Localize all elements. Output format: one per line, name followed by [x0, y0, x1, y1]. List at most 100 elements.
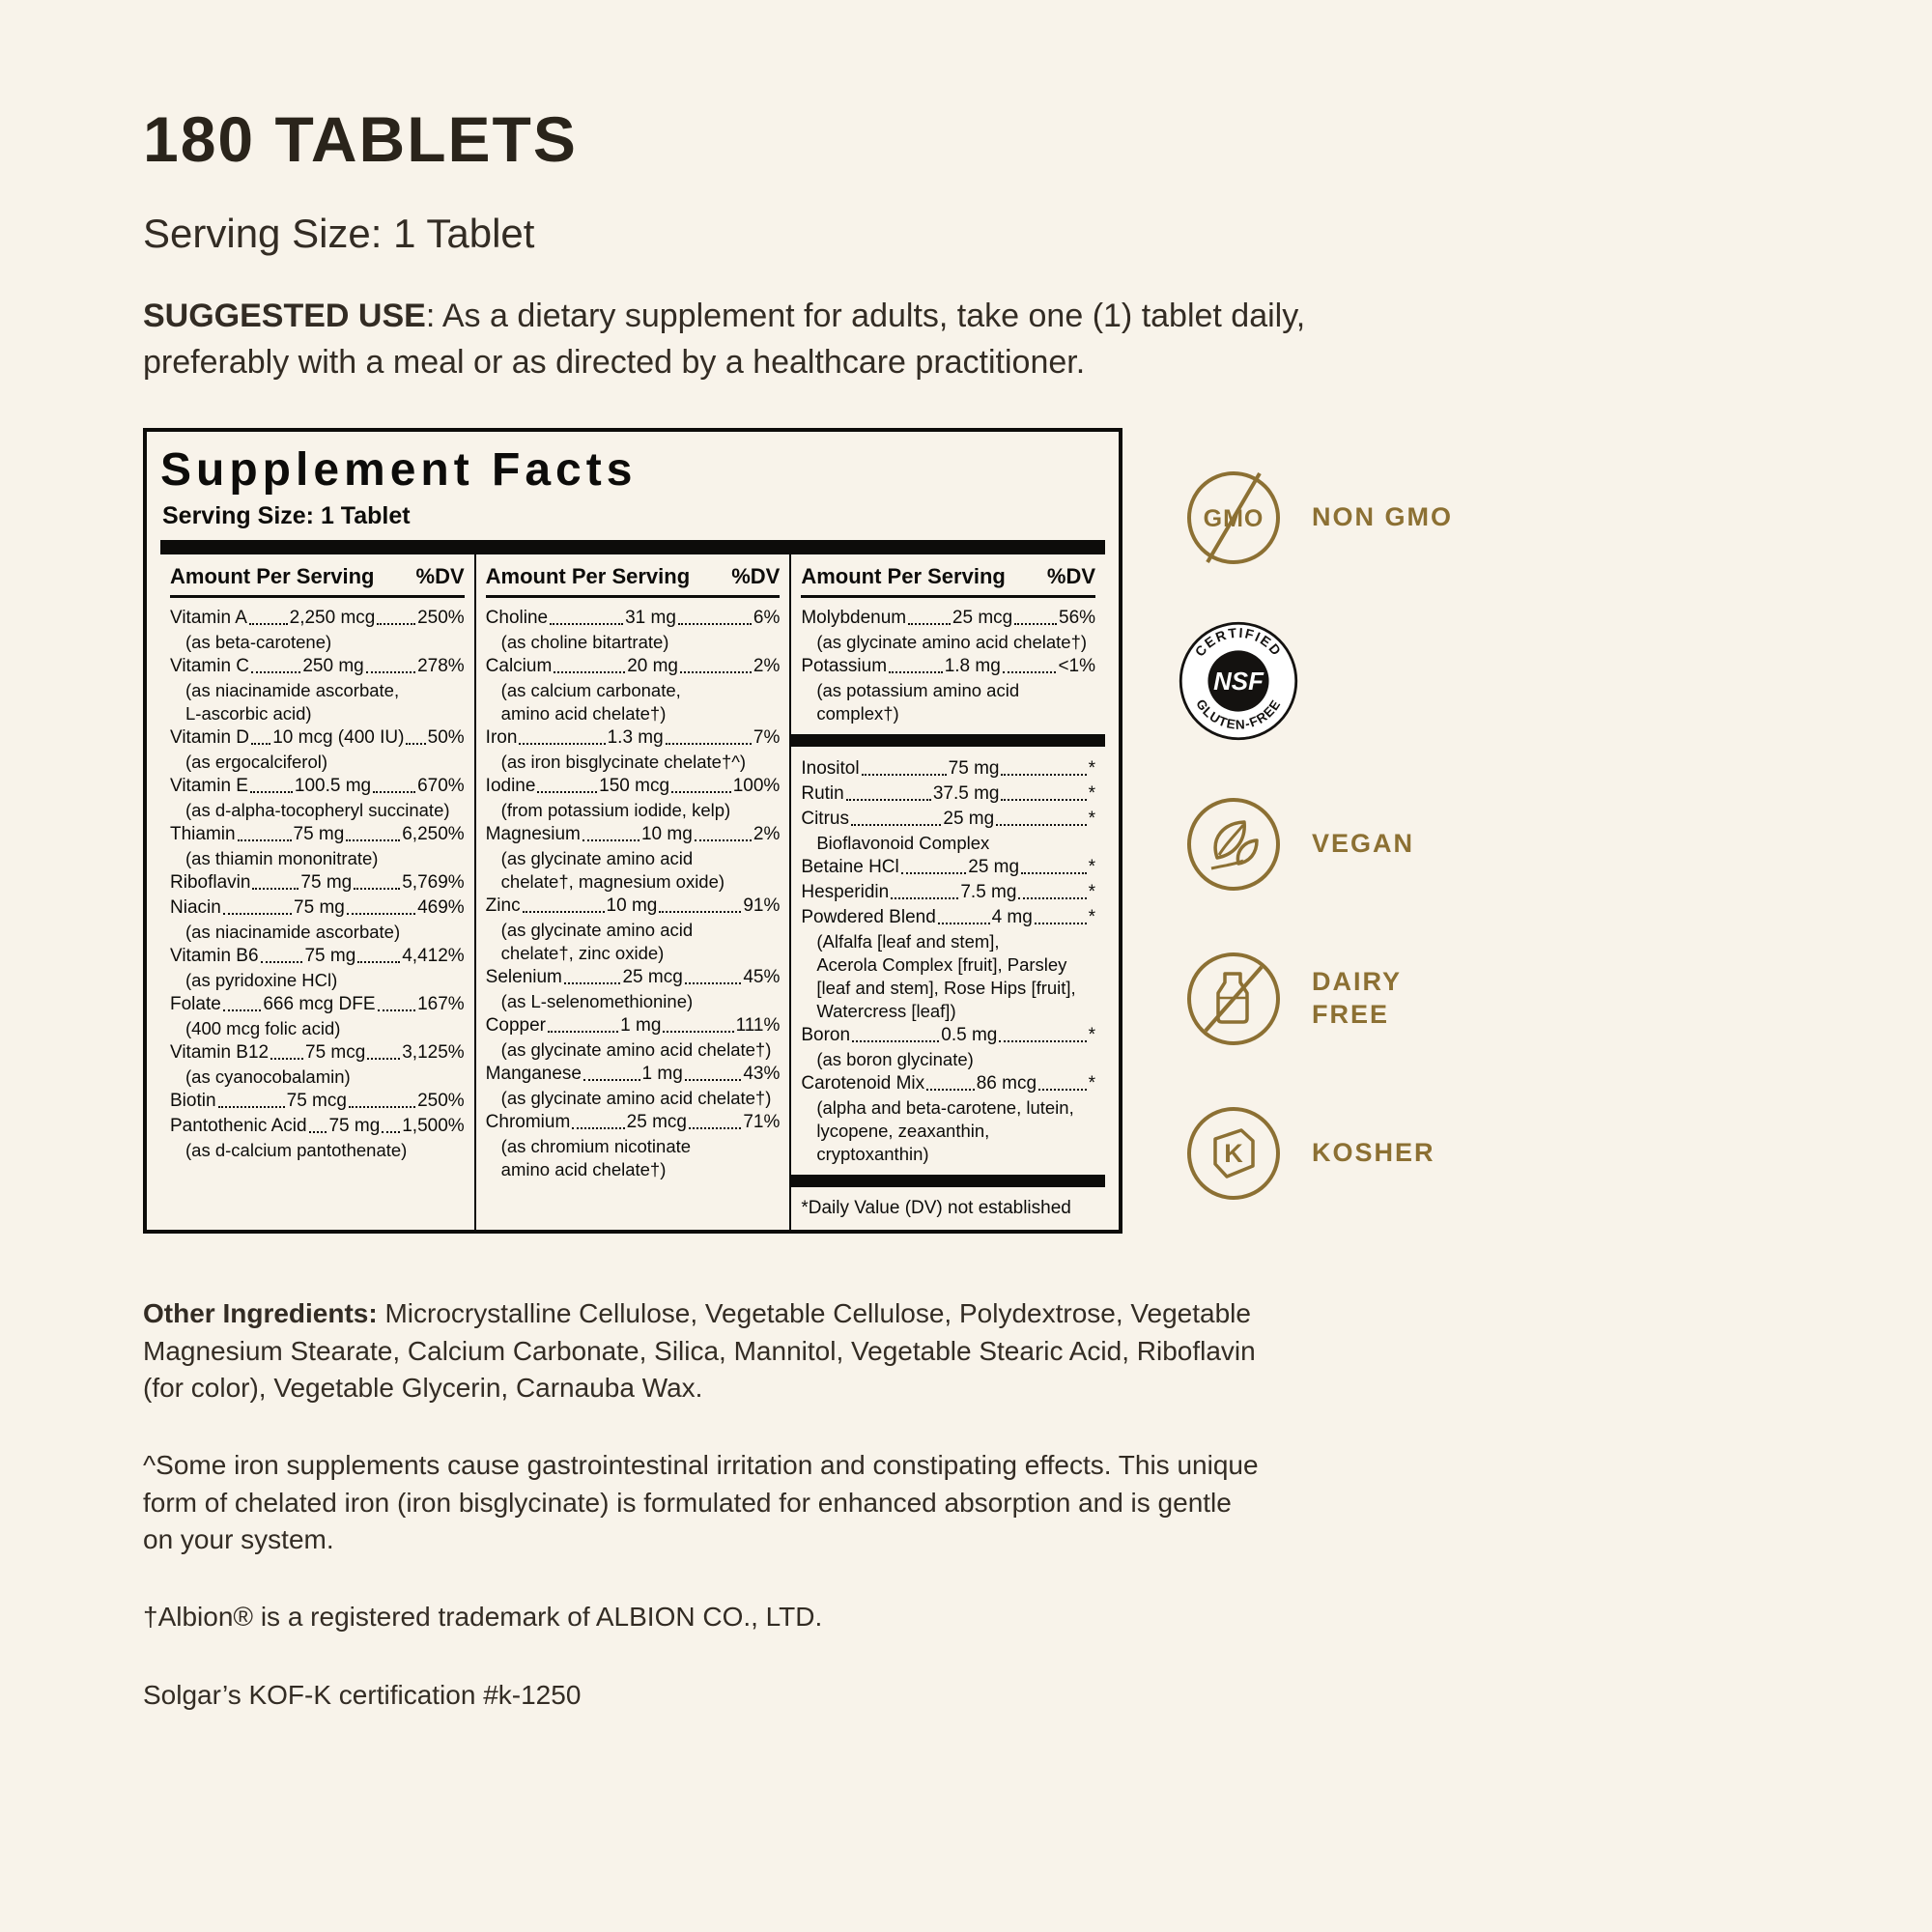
nsf-center-text: NSF — [1213, 668, 1264, 696]
nutrient-source: (as iron bisglycinate chelate†^) — [500, 752, 747, 773]
nutrient-row: Betaine HCl 25 mg * — [801, 855, 1095, 880]
nutrient-dv: 167% — [417, 994, 465, 1015]
dot-leader — [688, 1127, 742, 1130]
nutrient-dv: 7% — [753, 727, 781, 749]
other-ingredients: Other Ingredients: Microcrystalline Cell… — [143, 1295, 1268, 1406]
dot-leader — [680, 671, 752, 674]
dot-leader — [900, 872, 967, 875]
nutrient-row: Vitamin A 2,250 mcg 250% — [170, 606, 465, 631]
nutrient-source: (as potassium amino acid complex†) — [816, 680, 1020, 724]
supplement-facts-panel: Supplement Facts Serving Size: 1 Tablet … — [143, 428, 1122, 1235]
nsf-gluten-free-icon: NSF CERTIFIED GLUTEN-FREE — [1179, 622, 1298, 741]
nutrient-name: Rutin — [801, 783, 844, 805]
nutrient-name: Vitamin B12 — [170, 1042, 270, 1064]
nutrient-name: Vitamin C — [170, 656, 250, 677]
nutrient-source: chelate†, magnesium oxide) — [500, 871, 725, 893]
nutrient-source: Watercress [leaf]) — [816, 1001, 956, 1022]
nutrient-name: Powdered Blend — [801, 907, 936, 928]
nutrient-name: Hesperidin — [801, 882, 890, 903]
nutrient-amount: 0.5 mg — [941, 1025, 998, 1046]
nutrient-source: (as L-selenomethionine) — [500, 991, 694, 1012]
badge-non-gmo: GMO NON GMO — [1182, 467, 1478, 569]
dot-leader — [908, 623, 951, 626]
nutrient-name: Citrus — [801, 809, 849, 830]
nutrient-source: (as glycinate amino acid chelate†) — [500, 1039, 772, 1061]
nutrient-amount: 100.5 mg — [294, 776, 372, 797]
nutrient-row: Molybdenum 25 mcg 56% — [801, 606, 1095, 631]
gmo-crossed-icon: GMO — [1187, 471, 1280, 565]
nutrient-source: (as pyridoxine HCl) — [185, 970, 338, 991]
nutrient-source: (Alfalfa [leaf and stem], — [816, 931, 1000, 952]
nutrient-dv: 469% — [417, 897, 465, 919]
nutrient-row: Thiamin 75 mg 6,250% — [170, 822, 465, 847]
nutrient-amount: 10 mg — [606, 895, 658, 917]
nutrient-name: Calcium — [485, 656, 553, 677]
nutrient-name: Boron — [801, 1025, 851, 1046]
nutrient-row: Magnesium 10 mg 2% — [486, 822, 781, 847]
nutrient-name: Betaine HCl — [801, 857, 899, 878]
dot-leader — [554, 671, 626, 674]
dot-leader — [1002, 671, 1057, 674]
column-header-dv: %DV — [731, 564, 781, 589]
iron-note: ^Some iron supplements cause gastrointes… — [143, 1450, 1259, 1554]
panel-serving-size: Serving Size: 1 Tablet — [162, 502, 411, 530]
nutrient-name: Molybdenum — [801, 608, 907, 629]
nutrient-row: Niacin 75 mg 469% — [170, 895, 465, 921]
other-ingredients-label: Other Ingredients: — [143, 1298, 378, 1329]
nutrient-name: Iodine — [485, 776, 536, 797]
kof-k-certification: Solgar’s KOF-K certification #k-1250 — [143, 1679, 582, 1710]
nutrient-amount: 75 mcg — [286, 1091, 347, 1112]
nutrient-source: Acerola Complex [fruit], Parsley — [816, 954, 1067, 976]
nutrient-name: Vitamin A — [170, 608, 247, 629]
nutrient-source: (as glycinate amino acid chelate†) — [816, 632, 1088, 653]
nutrient-columns: Amount Per Serving %DV Vitamin A 2,250 mc… — [160, 554, 1106, 1231]
nutrient-name: Copper — [485, 1015, 546, 1037]
dot-leader — [996, 824, 1087, 827]
nutrient-row: Choline 31 mg 6% — [486, 606, 781, 631]
nutrient-dv: 4,412% — [402, 946, 465, 967]
dot-leader — [346, 839, 401, 842]
column-body: Choline 31 mg 6% (as choline bitartrate) Cal… — [486, 606, 781, 1181]
dot-leader — [694, 839, 752, 842]
dot-leader — [548, 1031, 619, 1034]
nutrient-dv: * — [1088, 907, 1096, 928]
column-header-amount: Amount Per Serving — [170, 564, 375, 589]
nutrient-source: (as boron glycinate) — [816, 1049, 974, 1070]
suggested-use: SUGGESTED USE: As a dietary supplement f… — [143, 294, 1399, 385]
nutrient-name: Iron — [485, 727, 518, 749]
nutrient-dv: 56% — [1059, 608, 1096, 629]
dot-leader — [677, 623, 752, 626]
nutrient-amount: 37.5 mg — [932, 783, 1000, 805]
nutrient-source: (as d-alpha-tocopheryl succinate) — [185, 800, 450, 821]
nutrient-row: Potassium 1.8 mg <1% — [801, 654, 1095, 679]
badge-label-dairy-free: DAIRY FREE — [1312, 967, 1402, 1030]
dot-leader — [260, 961, 303, 964]
column-header-amount: Amount Per Serving — [801, 564, 1006, 589]
column-body: Vitamin A 2,250 mcg 250% (as beta-carotene)… — [170, 606, 465, 1162]
nutrient-amount: 1.8 mg — [944, 656, 1001, 677]
nutrient-dv: 45% — [743, 967, 781, 988]
dot-leader — [850, 824, 942, 827]
nutrient-row: Vitamin B6 75 mg 4,412% — [170, 944, 465, 969]
dot-leader — [522, 911, 605, 914]
nutrient-row: Vitamin B12 75 mcg 3,125% — [170, 1040, 465, 1065]
nutrient-name: Zinc — [485, 895, 521, 917]
kosher-k-text: K — [1224, 1139, 1243, 1168]
nutrient-source: L-ascorbic acid) — [185, 703, 312, 724]
nutrient-dv: 50% — [427, 727, 465, 749]
dot-leader — [861, 774, 947, 777]
dot-leader — [308, 1131, 327, 1134]
nutrient-amount: 20 mg — [627, 656, 678, 677]
badge-nsf-gluten-free: NSF CERTIFIED GLUTEN-FREE — [1179, 621, 1478, 741]
dv-footnote: *Daily Value (DV) not established — [801, 1198, 1071, 1219]
column-header: Amount Per Serving %DV — [485, 554, 781, 599]
nutrient-row: Vitamin E 100.5 mg 670% — [170, 774, 465, 799]
nutrient-row: Vitamin D 10 mcg (400 IU) 50% — [170, 725, 465, 751]
nutrient-row: Chromium 25 mcg 71% — [486, 1110, 781, 1135]
nutrient-source: amino acid chelate†) — [500, 1159, 667, 1180]
badge-vegan: VEGAN — [1182, 793, 1478, 895]
badge-label-vegan: VEGAN — [1312, 829, 1415, 859]
label-page: 180 TABLETS Serving Size: 1 Tablet SUGGE… — [143, 103, 1478, 1710]
serving-size-line: Serving Size: 1 Tablet — [143, 211, 535, 256]
nutrient-dv: * — [1088, 758, 1096, 780]
